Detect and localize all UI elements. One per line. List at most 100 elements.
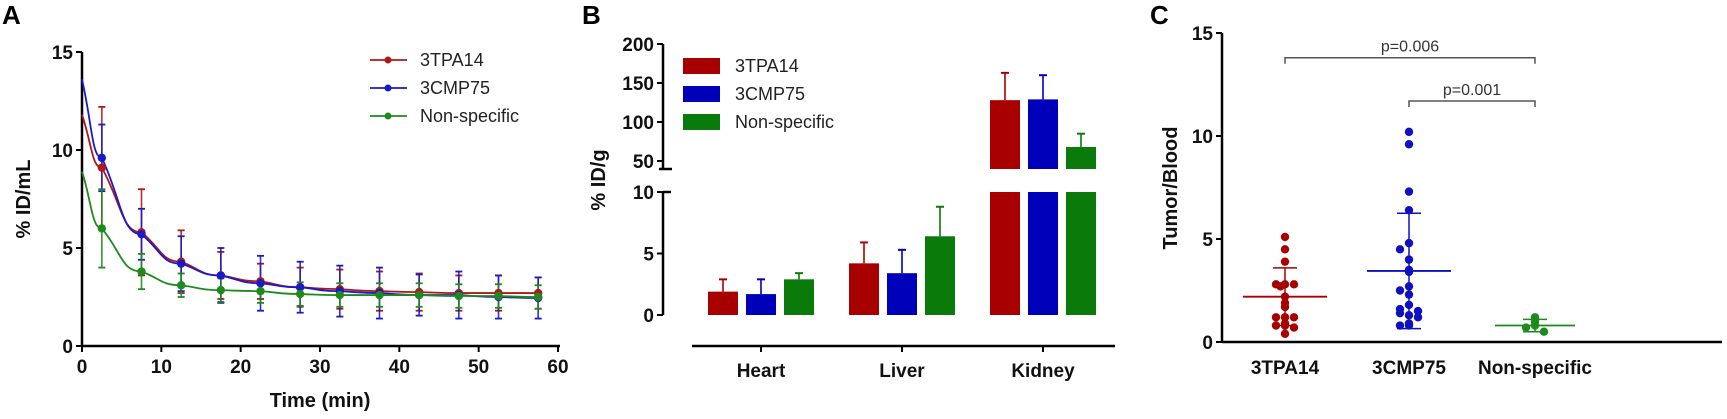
- panel-b-bars: [708, 71, 1096, 315]
- panel-c-x-tick-label: Non-specific: [1478, 358, 1592, 379]
- legend-marker: [384, 56, 392, 64]
- panel-a-data-point: [97, 224, 107, 233]
- panel-label-b: B: [582, 0, 601, 30]
- panel-c-data-point: [1289, 280, 1299, 289]
- panel-c-data-point: [1404, 127, 1414, 137]
- panel-c-data-point: [1395, 308, 1405, 318]
- panel-c-p-value-label: p=0.001: [1443, 82, 1501, 99]
- panel-a-x-tick-label: 10: [151, 357, 172, 378]
- panel-b-y-tick-label: 200: [622, 35, 654, 56]
- panel-a-data-point: [97, 163, 107, 172]
- panel-a-x-tick-label: 50: [468, 357, 489, 378]
- panel-c-data-point: [1280, 319, 1290, 328]
- panel-c-data-point: [1413, 313, 1423, 322]
- panel-c-points: [1243, 127, 1575, 338]
- panel-b-bar: [925, 236, 955, 315]
- panel-a-data-point: [533, 292, 543, 302]
- panel-c-data-point: [1404, 267, 1414, 277]
- panel-a-data-point: [295, 283, 305, 292]
- panel-c-x-tick-label: 3CMP75: [1372, 358, 1446, 379]
- panel-b-bar-lower: [1066, 192, 1096, 315]
- panel-b-y-tick-label: 0: [643, 306, 654, 327]
- panel-b-legend: 3TPA14 3CMP75 Non-specific: [683, 56, 834, 132]
- panel-b-y-tick-label: 150: [622, 74, 654, 95]
- panel-c-data-point: [1271, 313, 1281, 322]
- panel-a-data-point: [256, 279, 265, 288]
- panel-c-y-tick-label: 15: [1192, 24, 1214, 45]
- panel-c-data-point: [1395, 321, 1405, 330]
- legend-label: 3CMP75: [420, 78, 490, 98]
- panel-b-y-tick-label: 10: [633, 183, 654, 204]
- panel-label-c: C: [1150, 0, 1169, 30]
- panel-a-data-point: [256, 286, 265, 296]
- panel-b-bar: [746, 294, 776, 315]
- panel-a-data-point: [216, 285, 226, 295]
- panel-b-y-tick-label: 5: [643, 245, 654, 266]
- panel-a-y-tick-label: 10: [52, 141, 73, 162]
- panel-a-y-tick-label: 5: [62, 239, 73, 260]
- panel-a-axes: 0 5 10 15 0 10 20 30 40 50 60: [52, 43, 569, 378]
- panel-c-y-tick-label: 10: [1192, 127, 1213, 148]
- panel-b-y-axis-title: % ID/g: [588, 149, 610, 210]
- panel-c-data-point: [1521, 323, 1531, 332]
- panel-b-bar-upper: [990, 100, 1020, 169]
- panel-c-y-tick-label: 5: [1202, 230, 1213, 251]
- panel-c-data-point: [1404, 187, 1414, 196]
- panel-c-axes: 0 5 10 15 3TPA14 3CMP75 Non-specific: [1192, 24, 1722, 379]
- panel-c: C Tumor/Blood 0 5 10 15 3TPA14 3CMP75 Non-spec…: [1150, 0, 1722, 379]
- panel-a-x-axis-title: Time (min): [270, 390, 371, 412]
- panel-a-x-tick-label: 60: [547, 357, 568, 378]
- panel-c-data-point: [1539, 327, 1549, 336]
- panel-b: B % ID/g 50 100 150 200 0 5 10 Heart Liver Kidney…: [582, 0, 1115, 382]
- panel-b-bar-lower: [1028, 192, 1058, 315]
- panel-b-x-tick-label: Kidney: [1011, 361, 1075, 382]
- panel-c-data-point: [1404, 238, 1414, 248]
- panel-b-bar-lower: [990, 192, 1020, 315]
- panel-b-bar: [708, 291, 738, 315]
- panel-c-data-point: [1280, 292, 1290, 301]
- panel-c-y-axis-title: Tumor/Blood: [1160, 127, 1182, 250]
- panel-b-bar: [887, 273, 917, 315]
- panel-a-series: [81, 79, 543, 320]
- panel-a-y-axis-title: % ID/mL: [13, 160, 35, 239]
- panel-a-data-point: [176, 259, 186, 268]
- legend-swatch: [683, 86, 720, 102]
- panel-a-data-point: [137, 267, 146, 276]
- panel-c-data-point: [1395, 286, 1405, 295]
- panel-c-data-point: [1404, 311, 1414, 320]
- panel-b-y-tick-label: 100: [622, 113, 654, 134]
- panel-a-data-point: [295, 289, 305, 299]
- legend-label: Non-specific: [735, 112, 834, 132]
- panel-c-data-point: [1404, 140, 1414, 149]
- panel-c-significance-bracket: [1408, 100, 1536, 107]
- legend-marker: [384, 84, 392, 92]
- legend-label: 3TPA14: [735, 56, 799, 76]
- panel-a-data-point: [454, 291, 464, 301]
- panel-c-data-point: [1404, 290, 1414, 299]
- panel-c-data-point: [1280, 313, 1290, 322]
- panel-a-data-point: [176, 281, 186, 290]
- panel-a-legend: 3TPA14 3CMP75 Non-specific: [370, 50, 519, 126]
- panel-a-data-point: [137, 230, 146, 239]
- panel-a-x-tick-label: 0: [77, 357, 88, 378]
- panel-c-data-point: [1413, 306, 1423, 316]
- panel-c-data-point: [1280, 329, 1290, 338]
- panel-label-a: A: [2, 0, 21, 30]
- panel-a-data-point: [494, 291, 503, 301]
- panel-c-data-point: [1404, 282, 1414, 291]
- panel-a-y-tick-label: 15: [52, 43, 74, 64]
- legend-swatch: [683, 58, 720, 74]
- panel-b-bar: [784, 279, 814, 315]
- panel-b-y-tick-label: 50: [633, 152, 654, 173]
- panel-c-p-value-label: p=0.006: [1381, 39, 1439, 56]
- panel-c-x-tick-label: 3TPA14: [1251, 358, 1320, 379]
- panel-a-fit-curve: [81, 114, 539, 294]
- legend-label: Non-specific: [420, 106, 519, 126]
- panel-a-x-tick-label: 20: [230, 357, 251, 378]
- panel-c-data-point: [1280, 257, 1290, 266]
- panel-b-x-tick-label: Heart: [737, 361, 786, 382]
- panel-c-y-tick-label: 0: [1202, 333, 1213, 354]
- legend-label: 3CMP75: [735, 84, 805, 104]
- panel-c-data-point: [1280, 245, 1290, 254]
